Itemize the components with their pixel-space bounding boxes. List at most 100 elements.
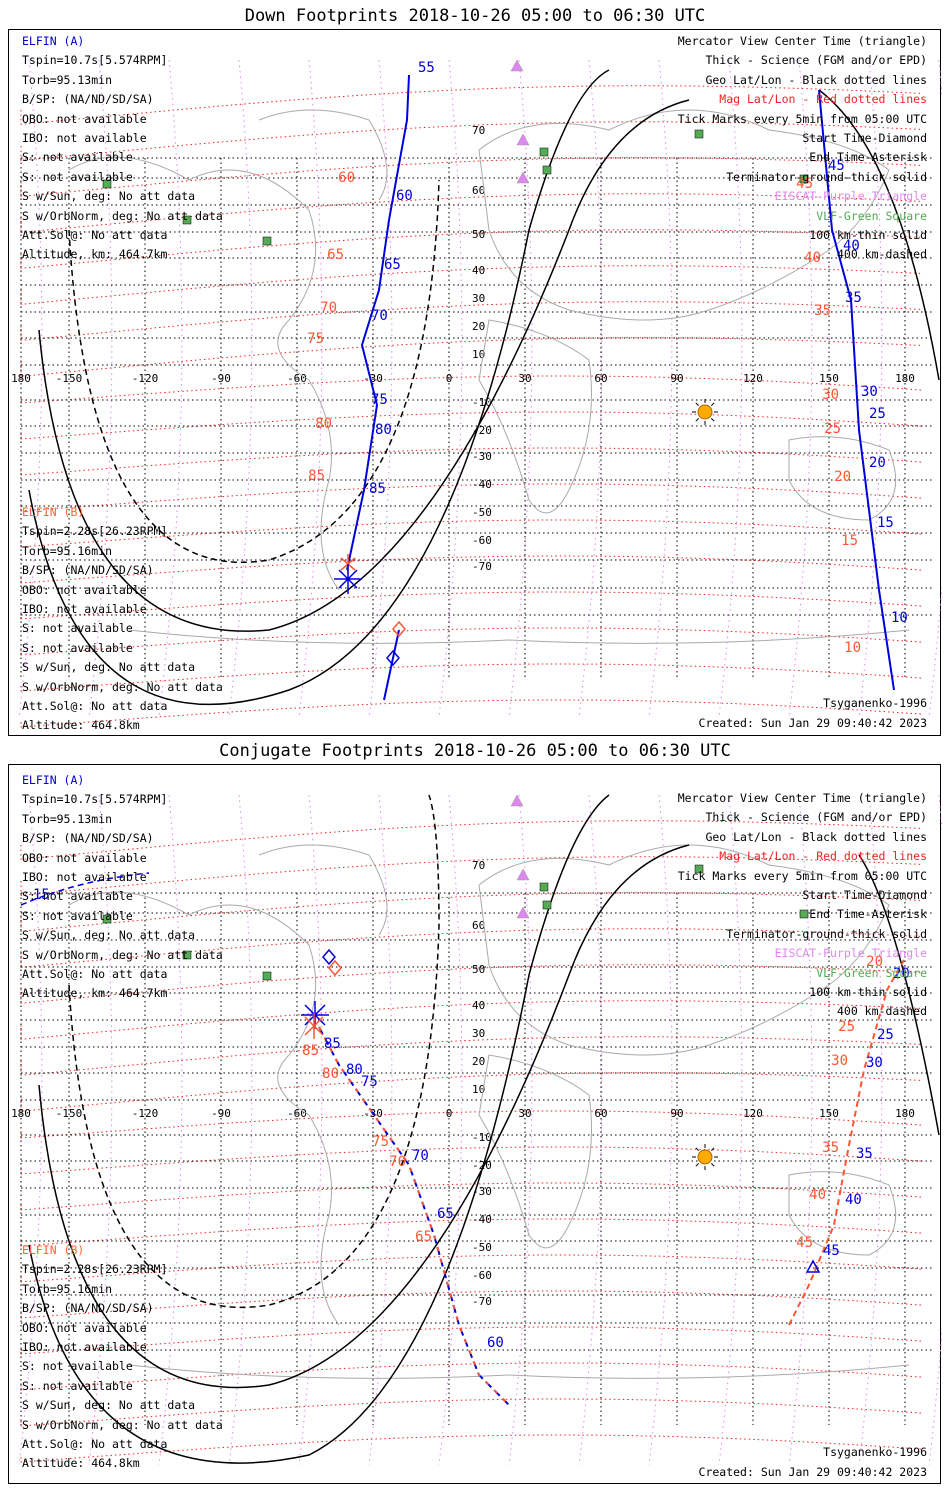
track-tick-a: 55: [418, 60, 435, 76]
eiscat-triangle: [510, 794, 524, 807]
track-tick-a: 85: [369, 481, 386, 497]
mag-lon-line: [718, 794, 743, 1466]
track-tick-b2: 35: [814, 303, 831, 319]
track-tick-b: 65: [327, 247, 344, 263]
mag-lat-line: [20, 1182, 922, 1211]
created-label: Created: Sun Jan 29 09:40:42 2023: [698, 716, 927, 730]
lon-label: -30: [363, 372, 383, 385]
mag-lat-line: [20, 699, 922, 728]
mag-lat-line: [20, 411, 922, 440]
eiscat-triangle: [510, 59, 524, 72]
mag-lat-line: [20, 1146, 922, 1175]
sun-icon: [692, 1144, 718, 1170]
track-tick-b2: 40: [804, 250, 821, 266]
mag-lon-line: [438, 794, 463, 1466]
info-line: B/SP: (NA/ND/SD/SA): [22, 92, 154, 107]
mag-lon-line: [928, 794, 942, 1466]
coastline: [478, 319, 592, 514]
lat-label: -40: [472, 1213, 492, 1226]
mag-lat-line: [20, 1398, 922, 1427]
elfin-a-info: ELFIN (A) Tspin=10.7s[5.574RPM] Torb=95.1…: [22, 32, 223, 265]
created-label: Created: Sun Jan 29 09:40:42 2023: [698, 1465, 927, 1479]
track-tick-a2: 40: [845, 1192, 862, 1208]
coastline: [788, 1171, 897, 1256]
geo-grid: [20, 892, 934, 1425]
vlf-square: [262, 236, 272, 246]
info-line: Altitude: 464.8km: [22, 718, 140, 733]
mag-lat-line: [20, 1290, 922, 1319]
sun-disc: [697, 404, 713, 420]
mag-lat-line: [20, 1362, 922, 1391]
info-line: S w/OrbNorm, deg: No att data: [22, 1417, 223, 1432]
info-line: B/SP: (NA/ND/SD/SA): [22, 1301, 154, 1316]
eiscat-triangle: [516, 906, 530, 919]
track-tick-b2: 40: [809, 1187, 826, 1203]
legend: Mercator View Center Time (triangle) Thic…: [678, 32, 927, 265]
track-tick-b: 75: [372, 1134, 389, 1150]
lon-label: 120: [743, 1107, 763, 1120]
info-line: S: not available: [22, 640, 133, 655]
sun-ray: [711, 1163, 715, 1167]
mag-lat-line: [20, 193, 922, 233]
elfin-b-track-2: [788, 959, 905, 1326]
map-canvas[interactable]: 180 -150 -120 -90 -60 -30 0 30 60 90 120 150 1807060…: [9, 30, 942, 737]
mag-lat-line: [20, 555, 922, 584]
track-tick-a: 85: [324, 1036, 341, 1052]
mag-lat-line: [20, 375, 922, 404]
info-line: S w/OrbNorm, deg: No att data: [22, 208, 223, 223]
track-tick-b2: 30: [831, 1053, 848, 1069]
elfin-b-header: ELFIN (B): [22, 1243, 85, 1257]
lat-label: -30: [472, 450, 492, 463]
mag-lat-line: [20, 483, 922, 512]
eiscat-triangle: [516, 171, 530, 184]
info-line: Att.Sol@: No att data: [22, 698, 168, 713]
elfin-b-track: [318, 1026, 510, 1406]
mag-lon-line: [578, 794, 603, 1466]
legend-entry: VLF-Green Square: [816, 965, 927, 980]
mag-lon-line: [508, 794, 533, 1466]
vlf-square: [694, 129, 704, 139]
lat-label: 30: [472, 1027, 485, 1040]
lat-label: 40: [472, 999, 485, 1012]
vlf-square: [539, 147, 549, 157]
model-label: Tsyganenko-1996: [823, 696, 927, 710]
mag-lat-line: [20, 157, 922, 197]
elfin-a-info: ELFIN (A) Tspin=10.7s[5.574RPM] Torb=95.1…: [22, 771, 223, 1004]
mag-lat-line: [20, 928, 922, 968]
track-tick-b: 80: [322, 1066, 339, 1082]
model-label: Tsyganenko-1996: [823, 1445, 927, 1459]
lat-label: 10: [472, 348, 485, 361]
info-line: Att.Sol@: No att data: [22, 227, 168, 242]
start-diamond-a: [386, 649, 400, 667]
info-line: Torb=95.13min: [22, 72, 113, 87]
lon-label: 0: [446, 1107, 453, 1120]
info-line: S: not available: [22, 1359, 133, 1374]
track-tick-a2: 15: [877, 515, 894, 531]
track-tick-b: 75: [307, 331, 324, 347]
terminator-curve: [858, 854, 940, 1136]
mag-lon-line: [928, 59, 942, 718]
sun-ray: [695, 402, 699, 406]
track-tick-b2: 20: [834, 469, 851, 485]
panel-title: Conjugate Footprints 2018-10-26 05:00 to…: [219, 741, 731, 761]
track-tick-b2: 45: [796, 176, 813, 192]
track-tick-b: 85: [308, 468, 325, 484]
start-diamond-b: [328, 959, 342, 977]
track-tick-a2: 25: [869, 406, 886, 422]
info-line: B/SP: (NA/ND/SD/SA): [22, 563, 154, 578]
coastline: [128, 629, 910, 644]
mag-lat-line: [20, 856, 922, 896]
legend-entry: Mag Lat/Lon - Red dotted lines: [719, 92, 927, 107]
track-tick-a: 60: [487, 1335, 504, 1351]
track-tick-a: 70: [412, 1148, 429, 1164]
mag-lat-line: [20, 1036, 922, 1076]
map-canvas[interactable]: 180 -150 -120 -90 -60 -30 0 30 60 90 120 150 1807060…: [9, 765, 942, 1485]
track-tick-a: 15: [33, 887, 50, 903]
coastlines: [68, 109, 910, 644]
elfin-a-track: [383, 629, 400, 701]
coastline: [128, 1364, 910, 1379]
terminator-curve: [38, 99, 690, 632]
sun-ray: [695, 1147, 699, 1151]
track-tick-b2: 30: [822, 387, 839, 403]
lon-label: -90: [211, 1107, 231, 1120]
